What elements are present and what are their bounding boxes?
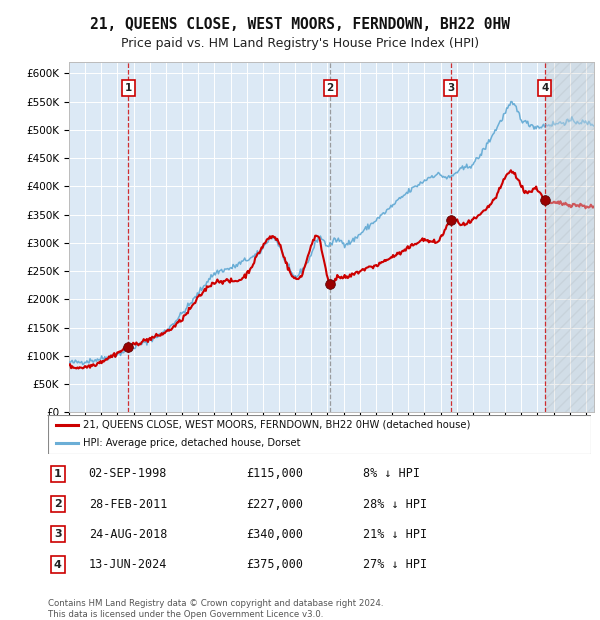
Text: Contains HM Land Registry data © Crown copyright and database right 2024.
This d: Contains HM Land Registry data © Crown c… [48, 600, 383, 619]
Text: 13-JUN-2024: 13-JUN-2024 [89, 558, 167, 571]
Text: 1: 1 [125, 83, 132, 93]
FancyBboxPatch shape [48, 415, 591, 454]
Text: 28-FEB-2011: 28-FEB-2011 [89, 498, 167, 511]
Text: 3: 3 [447, 83, 455, 93]
Text: HPI: Average price, detached house, Dorset: HPI: Average price, detached house, Dors… [83, 438, 301, 448]
Text: 4: 4 [54, 560, 62, 570]
Text: £227,000: £227,000 [246, 498, 303, 511]
Text: 27% ↓ HPI: 27% ↓ HPI [363, 558, 427, 571]
Text: 24-AUG-2018: 24-AUG-2018 [89, 528, 167, 541]
Text: 02-SEP-1998: 02-SEP-1998 [89, 467, 167, 481]
Bar [545, 62, 594, 412]
Text: 3: 3 [54, 529, 62, 539]
Text: £115,000: £115,000 [246, 467, 303, 481]
Text: 1: 1 [54, 469, 62, 479]
Text: £340,000: £340,000 [246, 528, 303, 541]
Text: Price paid vs. HM Land Registry's House Price Index (HPI): Price paid vs. HM Land Registry's House … [121, 37, 479, 50]
Text: 21, QUEENS CLOSE, WEST MOORS, FERNDOWN, BH22 0HW: 21, QUEENS CLOSE, WEST MOORS, FERNDOWN, … [90, 17, 510, 32]
Text: 2: 2 [54, 499, 62, 509]
Text: 21, QUEENS CLOSE, WEST MOORS, FERNDOWN, BH22 0HW (detached house): 21, QUEENS CLOSE, WEST MOORS, FERNDOWN, … [83, 420, 470, 430]
Text: 4: 4 [541, 83, 548, 93]
Text: 8% ↓ HPI: 8% ↓ HPI [363, 467, 420, 481]
Text: £375,000: £375,000 [246, 558, 303, 571]
Text: 2: 2 [326, 83, 334, 93]
Text: 28% ↓ HPI: 28% ↓ HPI [363, 498, 427, 511]
Text: 21% ↓ HPI: 21% ↓ HPI [363, 528, 427, 541]
